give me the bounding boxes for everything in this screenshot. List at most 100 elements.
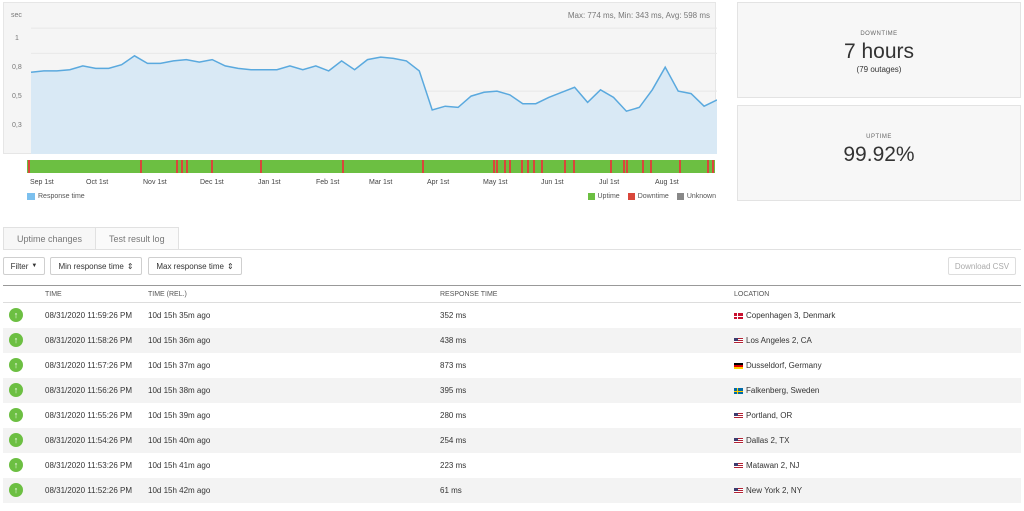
status-strip[interactable] <box>27 160 715 173</box>
legend-label: Response time <box>38 193 85 200</box>
caret-down-icon: ▼ <box>31 263 38 269</box>
status-up-icon: ↑ <box>9 408 23 422</box>
response-line <box>30 54 717 113</box>
uptime-title: UPTIME <box>866 134 892 140</box>
response-time-chart: Max: 774 ms, Min: 343 ms, Avg: 598 ms se… <box>3 2 717 154</box>
downtime-mark <box>712 160 714 173</box>
x-tick-label: Sep 1st <box>30 179 54 186</box>
time-rel-cell: 10d 15h 37m ago <box>148 361 211 370</box>
location-label: Dallas 2, TX <box>746 436 790 445</box>
usa-flag-icon <box>734 488 743 494</box>
downtime-mark <box>642 160 644 173</box>
downtime-mark <box>707 160 709 173</box>
location-cell: Copenhagen 3, Denmark <box>734 311 835 320</box>
location-cell: New York 2, NY <box>734 486 802 495</box>
denmark-flag-icon <box>734 313 743 319</box>
location-label: New York 2, NY <box>746 486 803 495</box>
time-rel-cell: 10d 15h 36m ago <box>148 336 211 345</box>
time-cell: 08/31/2020 11:56:26 PM <box>45 386 133 395</box>
downtime-mark <box>564 160 566 173</box>
response-time-cell: 395 ms <box>440 386 467 395</box>
x-tick-label: Nov 1st <box>143 179 167 186</box>
legend-swatch <box>27 193 35 200</box>
time-cell: 08/31/2020 11:53:26 PM <box>45 461 133 470</box>
downtime-mark <box>679 160 681 173</box>
downtime-mark <box>28 160 30 173</box>
downtime-mark <box>504 160 506 173</box>
downtime-mark <box>533 160 535 173</box>
tab-uptime-changes[interactable]: Uptime changes <box>3 227 97 250</box>
downtime-mark <box>521 160 523 173</box>
tab-bar: Uptime changes Test result log <box>3 227 179 250</box>
legend-label: Downtime <box>637 193 669 200</box>
outages-count: (79 outages) <box>856 65 902 74</box>
response-time-cell: 280 ms <box>440 411 467 420</box>
time-cell: 08/31/2020 11:59:26 PM <box>45 311 133 320</box>
time-rel-cell: 10d 15h 41m ago <box>148 461 211 470</box>
table-row[interactable]: ↑ 08/31/2020 11:59:26 PM 10d 15h 35m ago… <box>3 303 1021 328</box>
uptime-value: 99.92% <box>843 143 915 166</box>
legend-uptime: Uptime <box>587 193 620 200</box>
max-response-sort-button[interactable]: Max response time ⇕ <box>148 257 242 275</box>
y-tick-label: 0,5 <box>12 93 22 100</box>
x-tick-label: Feb 1st <box>316 179 340 186</box>
x-tick-label: Aug 1st <box>655 179 679 186</box>
time-cell: 08/31/2020 11:54:26 PM <box>45 436 133 445</box>
response-time-cell: 873 ms <box>440 361 467 370</box>
table-row[interactable]: ↑ 08/31/2020 11:55:26 PM 10d 15h 39m ago… <box>3 403 1021 428</box>
legend-label: Uptime <box>597 193 620 200</box>
downtime-mark <box>527 160 529 173</box>
status-up-icon: ↑ <box>9 333 23 347</box>
tab-divider <box>3 249 1021 250</box>
downtime-title: DOWNTIME <box>860 31 898 37</box>
downtime-mark <box>493 160 495 173</box>
status-up-icon: ↑ <box>9 483 23 497</box>
downtime-value: 7 hours <box>843 40 915 63</box>
location-label: Portland, OR <box>746 411 793 420</box>
table-row[interactable]: ↑ 08/31/2020 11:56:26 PM 10d 15h 38m ago… <box>3 378 1021 403</box>
x-tick-label: Apr 1st <box>427 179 450 186</box>
location-label: Matawan 2, NJ <box>746 461 800 470</box>
chart-svg <box>30 27 717 154</box>
table-row[interactable]: ↑ 08/31/2020 11:53:26 PM 10d 15h 41m ago… <box>3 453 1021 478</box>
min-response-label: Min response time <box>58 261 124 271</box>
downtime-card: DOWNTIME 7 hours (79 outages) <box>737 2 1021 98</box>
filter-dropdown[interactable]: Filter ▼ <box>3 257 45 275</box>
x-tick-label: Jul 1st <box>599 179 620 186</box>
y-tick-label: 0,8 <box>12 64 22 71</box>
downtime-mark <box>650 160 652 173</box>
downtime-mark <box>181 160 183 173</box>
legend-downtime: Downtime <box>627 193 669 200</box>
table-row[interactable]: ↑ 08/31/2020 11:52:26 PM 10d 15h 42m ago… <box>3 478 1021 503</box>
x-tick-label: Mar 1st <box>369 179 393 186</box>
location-cell: Portland, OR <box>734 411 792 420</box>
table-row[interactable]: ↑ 08/31/2020 11:57:26 PM 10d 15h 37m ago… <box>3 353 1021 378</box>
usa-flag-icon <box>734 438 743 444</box>
location-label: Falkenberg, Sweden <box>746 386 820 395</box>
x-tick-label: May 1st <box>483 179 508 186</box>
column-header-response-time: RESPONSE TIME <box>440 291 498 298</box>
location-label: Copenhagen 3, Denmark <box>746 311 836 320</box>
y-tick-label: 0,3 <box>12 122 22 129</box>
table-row[interactable]: ↑ 08/31/2020 11:58:26 PM 10d 15h 36m ago… <box>3 328 1021 353</box>
time-rel-cell: 10d 15h 35m ago <box>148 311 211 320</box>
x-tick-label: Jun 1st <box>541 179 564 186</box>
downtime-mark <box>623 160 625 173</box>
sort-icon: ⇕ <box>126 261 134 271</box>
tab-test-result-log[interactable]: Test result log <box>96 227 179 250</box>
download-csv-button[interactable]: Download CSV <box>948 257 1016 275</box>
min-response-sort-button[interactable]: Min response time ⇕ <box>50 257 142 275</box>
time-cell: 08/31/2020 11:55:26 PM <box>45 411 133 420</box>
x-tick-label: Jan 1st <box>258 179 281 186</box>
time-cell: 08/31/2020 11:58:26 PM <box>45 336 133 345</box>
downtime-mark <box>573 160 575 173</box>
column-header-location: LOCATION <box>734 291 770 298</box>
table-row[interactable]: ↑ 08/31/2020 11:54:26 PM 10d 15h 40m ago… <box>3 428 1021 453</box>
response-time-cell: 254 ms <box>440 436 467 445</box>
response-area <box>31 55 717 154</box>
time-rel-cell: 10d 15h 39m ago <box>148 411 211 420</box>
location-label: Los Angeles 2, CA <box>746 336 812 345</box>
x-tick-label: Oct 1st <box>86 179 109 186</box>
max-response-label: Max response time <box>156 261 224 271</box>
legend-status: Uptime Downtime Unknown <box>587 193 716 200</box>
